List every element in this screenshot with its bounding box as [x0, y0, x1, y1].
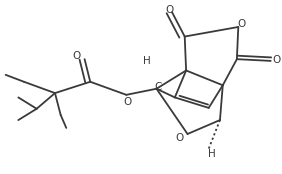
Text: O: O: [124, 97, 132, 107]
Text: O: O: [272, 55, 281, 65]
Text: O: O: [72, 51, 80, 61]
Text: H: H: [208, 149, 215, 159]
Text: O: O: [175, 133, 184, 143]
Text: O: O: [165, 5, 173, 15]
Text: O: O: [237, 19, 245, 29]
Text: H: H: [143, 56, 151, 66]
Text: C: C: [154, 82, 162, 92]
